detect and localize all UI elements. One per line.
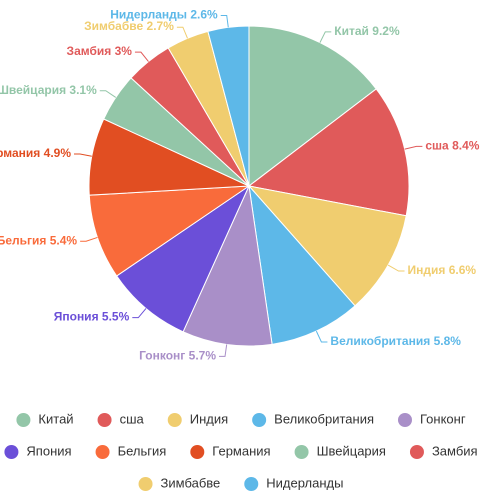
legend-label: Нидерланды xyxy=(266,475,343,490)
data-label: Нидерланды 2.6% xyxy=(110,8,218,22)
data-label: Япония 5.5% xyxy=(54,310,130,324)
label-name: Нидерланды xyxy=(110,8,187,22)
label-value: 5.5% xyxy=(102,310,130,324)
pie-slice xyxy=(88,185,251,277)
data-label: Бельгия 5.4% xyxy=(0,233,77,247)
label-name: Япония xyxy=(54,310,99,324)
label-value: 5.4% xyxy=(50,233,78,247)
legend-marker xyxy=(16,413,31,427)
data-label: Великобритания 5.8% xyxy=(330,334,461,348)
legend-item[interactable]: Индия xyxy=(167,411,228,427)
label-value: 5.8% xyxy=(434,334,462,348)
data-label: сша 8.4% xyxy=(425,139,479,153)
legend-label: Германия xyxy=(212,443,270,458)
legend-item[interactable]: Германия xyxy=(190,443,271,459)
legend-item[interactable]: Швейцария xyxy=(294,443,386,459)
label-value: 4.9% xyxy=(44,146,72,160)
pie-slice xyxy=(115,184,251,333)
legend-marker xyxy=(4,445,19,459)
leader-line xyxy=(132,308,147,319)
label-name: Швейцария xyxy=(0,83,66,97)
legend-item[interactable]: Великобритания xyxy=(252,411,374,427)
label-value: 3.1% xyxy=(69,83,97,97)
pie-slice xyxy=(182,184,273,347)
legend-label: сша xyxy=(120,411,145,426)
label-name: Замбия xyxy=(67,44,112,58)
leader-line xyxy=(74,153,92,157)
label-name: Бельгия xyxy=(0,233,46,247)
leader-line xyxy=(80,236,98,242)
legend-label: Индия xyxy=(190,411,228,426)
legend-marker xyxy=(294,445,309,459)
legend-marker xyxy=(138,477,153,491)
legend-marker xyxy=(409,445,424,459)
legend-item[interactable]: Замбия xyxy=(409,443,478,459)
label-name: Индия xyxy=(408,263,446,277)
pie-slice xyxy=(207,25,250,187)
legend-marker xyxy=(95,445,110,459)
leader-line xyxy=(220,14,229,28)
label-name: Великобритания xyxy=(330,334,430,348)
legend-item[interactable]: Япония xyxy=(4,443,72,459)
data-label: Гонконг 5.7% xyxy=(139,348,216,362)
legend-label: Великобритания xyxy=(274,411,374,426)
data-label: Германия 4.9% xyxy=(0,146,71,160)
data-label: Зимбабве 2.7% xyxy=(84,19,174,33)
leader-line xyxy=(387,264,405,272)
leader-line xyxy=(176,26,188,39)
pie-slice xyxy=(248,184,356,345)
label-value: 6.6% xyxy=(449,263,477,277)
leader-line xyxy=(219,344,228,357)
legend-marker xyxy=(244,477,259,491)
legend-item[interactable]: Китай xyxy=(16,411,74,427)
legend-label: Замбия xyxy=(432,443,478,458)
label-name: Китай xyxy=(334,24,369,38)
data-label: Швейцария 3.1% xyxy=(0,83,97,97)
legend-label: Швейцария xyxy=(317,443,386,458)
legend-item[interactable]: Зимбабве xyxy=(138,475,221,491)
pie-slice xyxy=(247,185,407,307)
pie-slice xyxy=(247,88,410,217)
legend-marker xyxy=(190,445,205,459)
legend-label: Гонконг xyxy=(420,411,466,426)
label-value: 2.7% xyxy=(147,19,175,33)
label-value: 9.2% xyxy=(372,24,400,38)
legend-item[interactable]: Нидерланды xyxy=(244,475,343,491)
label-value: 3% xyxy=(115,44,133,58)
label-value: 2.6% xyxy=(190,8,218,22)
legend-marker xyxy=(252,413,267,427)
legend-item[interactable]: Гонконг xyxy=(398,411,466,427)
leader-line xyxy=(134,51,149,62)
legend-marker xyxy=(398,413,412,427)
legend-marker xyxy=(97,413,112,427)
data-label: Индия 6.6% xyxy=(408,263,477,277)
label-name: Гонконг xyxy=(139,348,185,362)
leader-line xyxy=(319,31,332,43)
legend-marker xyxy=(167,413,182,427)
leader-line xyxy=(404,145,423,150)
legend-label: Бельгия xyxy=(118,443,167,458)
label-name: Германия xyxy=(0,146,40,160)
label-value: 8.4% xyxy=(452,139,480,153)
leader-line xyxy=(315,330,328,343)
legend-item[interactable]: Бельгия xyxy=(95,443,167,459)
data-label: Замбия 3% xyxy=(67,44,133,58)
legend-label: Япония xyxy=(26,443,71,458)
legend-label: Зимбабве xyxy=(161,475,221,490)
legend-label: Китай xyxy=(38,411,73,426)
label-name: сша xyxy=(425,139,449,153)
legend-item[interactable]: сша xyxy=(97,411,145,427)
data-label: Китай 9.2% xyxy=(334,24,400,38)
label-value: 5.7% xyxy=(189,348,217,362)
leader-line xyxy=(99,90,117,98)
label-name: Зимбабве xyxy=(84,19,143,33)
